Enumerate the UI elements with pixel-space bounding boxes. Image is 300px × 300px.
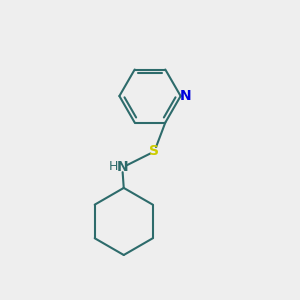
Text: N: N bbox=[180, 89, 192, 103]
Text: H: H bbox=[109, 160, 118, 172]
Text: S: S bbox=[149, 145, 159, 158]
Text: N: N bbox=[116, 160, 128, 175]
